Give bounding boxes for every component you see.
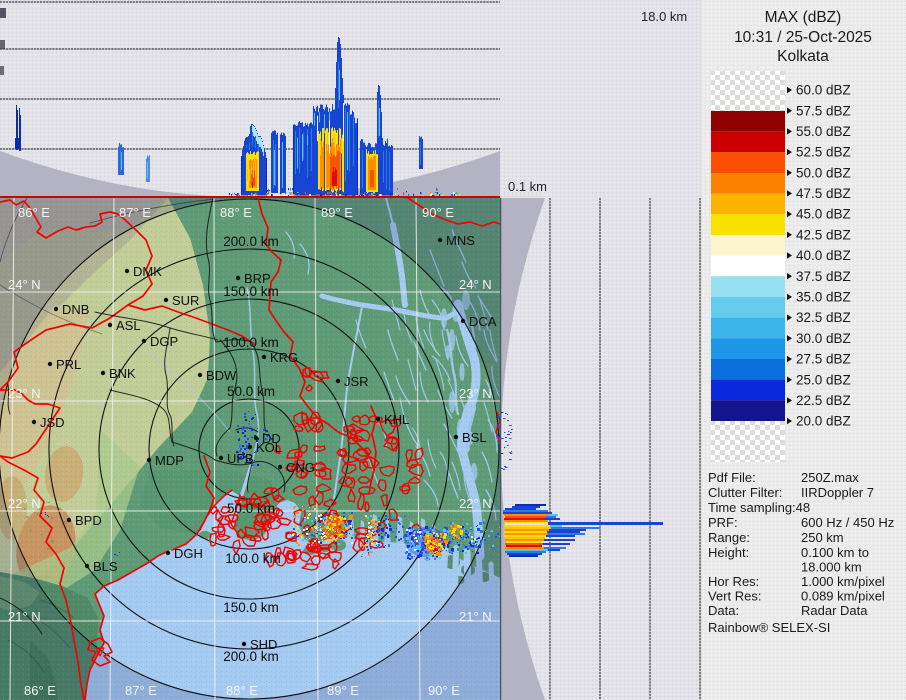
svg-text:24° N: 24° N [459, 277, 492, 292]
svg-text:Height:: Height: [708, 545, 749, 560]
svg-text:DNB: DNB [62, 302, 89, 317]
svg-text:89° E: 89° E [327, 683, 359, 698]
svg-text:CNG: CNG [286, 460, 315, 475]
svg-text:250 km: 250 km [801, 530, 844, 545]
svg-text:23° N: 23° N [8, 386, 41, 401]
svg-text:Pdf File:: Pdf File: [708, 470, 756, 485]
svg-text:55.0 dBZ: 55.0 dBZ [796, 124, 851, 139]
svg-text:BPD: BPD [75, 513, 102, 528]
svg-text:20.0 dBZ: 20.0 dBZ [796, 414, 851, 429]
svg-text:86° E: 86° E [24, 683, 56, 698]
svg-text:45.0 dBZ: 45.0 dBZ [796, 207, 851, 222]
svg-text:0.089 km/pixel: 0.089 km/pixel [801, 589, 885, 604]
svg-text:30.0 dBZ: 30.0 dBZ [796, 331, 851, 346]
svg-text:BSL: BSL [462, 430, 487, 445]
svg-text:23° N: 23° N [459, 386, 492, 401]
svg-text:BRP: BRP [244, 271, 271, 286]
svg-text:DCA: DCA [469, 314, 497, 329]
svg-text:88° E: 88° E [226, 683, 258, 698]
svg-text:BLS: BLS [93, 559, 118, 574]
svg-text:PRL: PRL [56, 357, 81, 372]
svg-text:Clutter Filter:: Clutter Filter: [708, 485, 782, 500]
svg-text:Radar Data: Radar Data [801, 603, 868, 618]
svg-text:Vert Res:: Vert Res: [708, 589, 761, 604]
svg-text:200.0 km: 200.0 km [223, 649, 279, 664]
svg-text:90° E: 90° E [422, 205, 454, 220]
svg-text:Hor Res:: Hor Res: [708, 574, 759, 589]
svg-text:37.5 dBZ: 37.5 dBZ [796, 269, 851, 284]
svg-text:32.5 dBZ: 32.5 dBZ [796, 310, 851, 325]
svg-text:18.000 km: 18.000 km [801, 560, 862, 575]
svg-text:50.0 km: 50.0 km [227, 384, 275, 399]
svg-text:PRF:: PRF: [708, 515, 738, 530]
svg-text:35.0 dBZ: 35.0 dBZ [796, 290, 851, 305]
svg-text:89° E: 89° E [321, 205, 353, 220]
svg-text:1.000 km/pixel: 1.000 km/pixel [801, 574, 885, 589]
svg-text:50.0 dBZ: 50.0 dBZ [796, 165, 851, 180]
svg-text:0.100 km to: 0.100 km to [801, 545, 869, 560]
svg-text:27.5 dBZ: 27.5 dBZ [796, 352, 851, 367]
svg-text:10:31 / 25-Oct-2025: 10:31 / 25-Oct-2025 [734, 29, 872, 46]
svg-text:DGH: DGH [174, 546, 203, 561]
svg-text:BNK: BNK [109, 366, 136, 381]
svg-text:KHL: KHL [384, 412, 409, 427]
svg-text:BDW: BDW [206, 368, 237, 383]
svg-text:MNS: MNS [446, 233, 475, 248]
svg-text:Range:: Range: [708, 530, 750, 545]
svg-text:DMK: DMK [133, 264, 162, 279]
svg-text:21° N: 21° N [8, 609, 41, 624]
svg-text:50.0 km: 50.0 km [227, 501, 275, 516]
svg-text:57.5 dBZ: 57.5 dBZ [796, 103, 851, 118]
svg-text:90° E: 90° E [428, 683, 460, 698]
svg-text:DGP: DGP [150, 334, 178, 349]
svg-text:SUR: SUR [172, 293, 199, 308]
svg-text:JSD: JSD [40, 415, 65, 430]
svg-text:250Z.max: 250Z.max [801, 470, 859, 485]
svg-text:DD: DD [262, 431, 281, 446]
svg-text:JSR: JSR [344, 374, 369, 389]
svg-text:Kolkata: Kolkata [777, 48, 829, 65]
svg-text:22° N: 22° N [459, 496, 492, 511]
svg-text:0.1 km: 0.1 km [508, 179, 547, 194]
svg-text:87° E: 87° E [125, 683, 157, 698]
svg-text:Rainbow® SELEX-SI: Rainbow® SELEX-SI [708, 620, 830, 635]
svg-text:600 Hz / 450 Hz: 600 Hz / 450 Hz [801, 515, 894, 530]
svg-text:52.5 dBZ: 52.5 dBZ [796, 145, 851, 160]
svg-text:SHD: SHD [250, 637, 277, 652]
svg-text:IIRDoppler 7: IIRDoppler 7 [801, 485, 874, 500]
svg-text:87° E: 87° E [119, 205, 151, 220]
svg-text:Data:: Data: [708, 603, 739, 618]
svg-text:21° N: 21° N [459, 609, 492, 624]
svg-text:24° N: 24° N [8, 277, 41, 292]
svg-text:25.0 dBZ: 25.0 dBZ [796, 372, 851, 387]
svg-text:47.5 dBZ: 47.5 dBZ [796, 186, 851, 201]
svg-text:86° E: 86° E [18, 205, 50, 220]
svg-text:MAX (dBZ): MAX (dBZ) [765, 9, 842, 26]
svg-text:ASL: ASL [116, 318, 141, 333]
svg-text:42.5 dBZ: 42.5 dBZ [796, 227, 851, 242]
svg-text:150.0 km: 150.0 km [223, 284, 279, 299]
svg-text:KRG: KRG [270, 350, 298, 365]
svg-text:100.0 km: 100.0 km [225, 551, 281, 566]
svg-text:18.0 km: 18.0 km [641, 9, 687, 24]
svg-text:MDP: MDP [155, 453, 184, 468]
svg-text:UPB: UPB [227, 451, 254, 466]
svg-text:Time sampling:48: Time sampling:48 [708, 500, 810, 515]
svg-text:88° E: 88° E [220, 205, 252, 220]
svg-text:100.0 km: 100.0 km [223, 335, 279, 350]
svg-text:200.0 km: 200.0 km [223, 234, 279, 249]
svg-text:22.5 dBZ: 22.5 dBZ [796, 393, 851, 408]
svg-text:40.0 dBZ: 40.0 dBZ [796, 248, 851, 263]
svg-text:60.0 dBZ: 60.0 dBZ [796, 83, 851, 98]
svg-text:KOL: KOL [256, 440, 282, 455]
svg-text:150.0 km: 150.0 km [223, 600, 279, 615]
svg-text:22° N: 22° N [8, 496, 41, 511]
